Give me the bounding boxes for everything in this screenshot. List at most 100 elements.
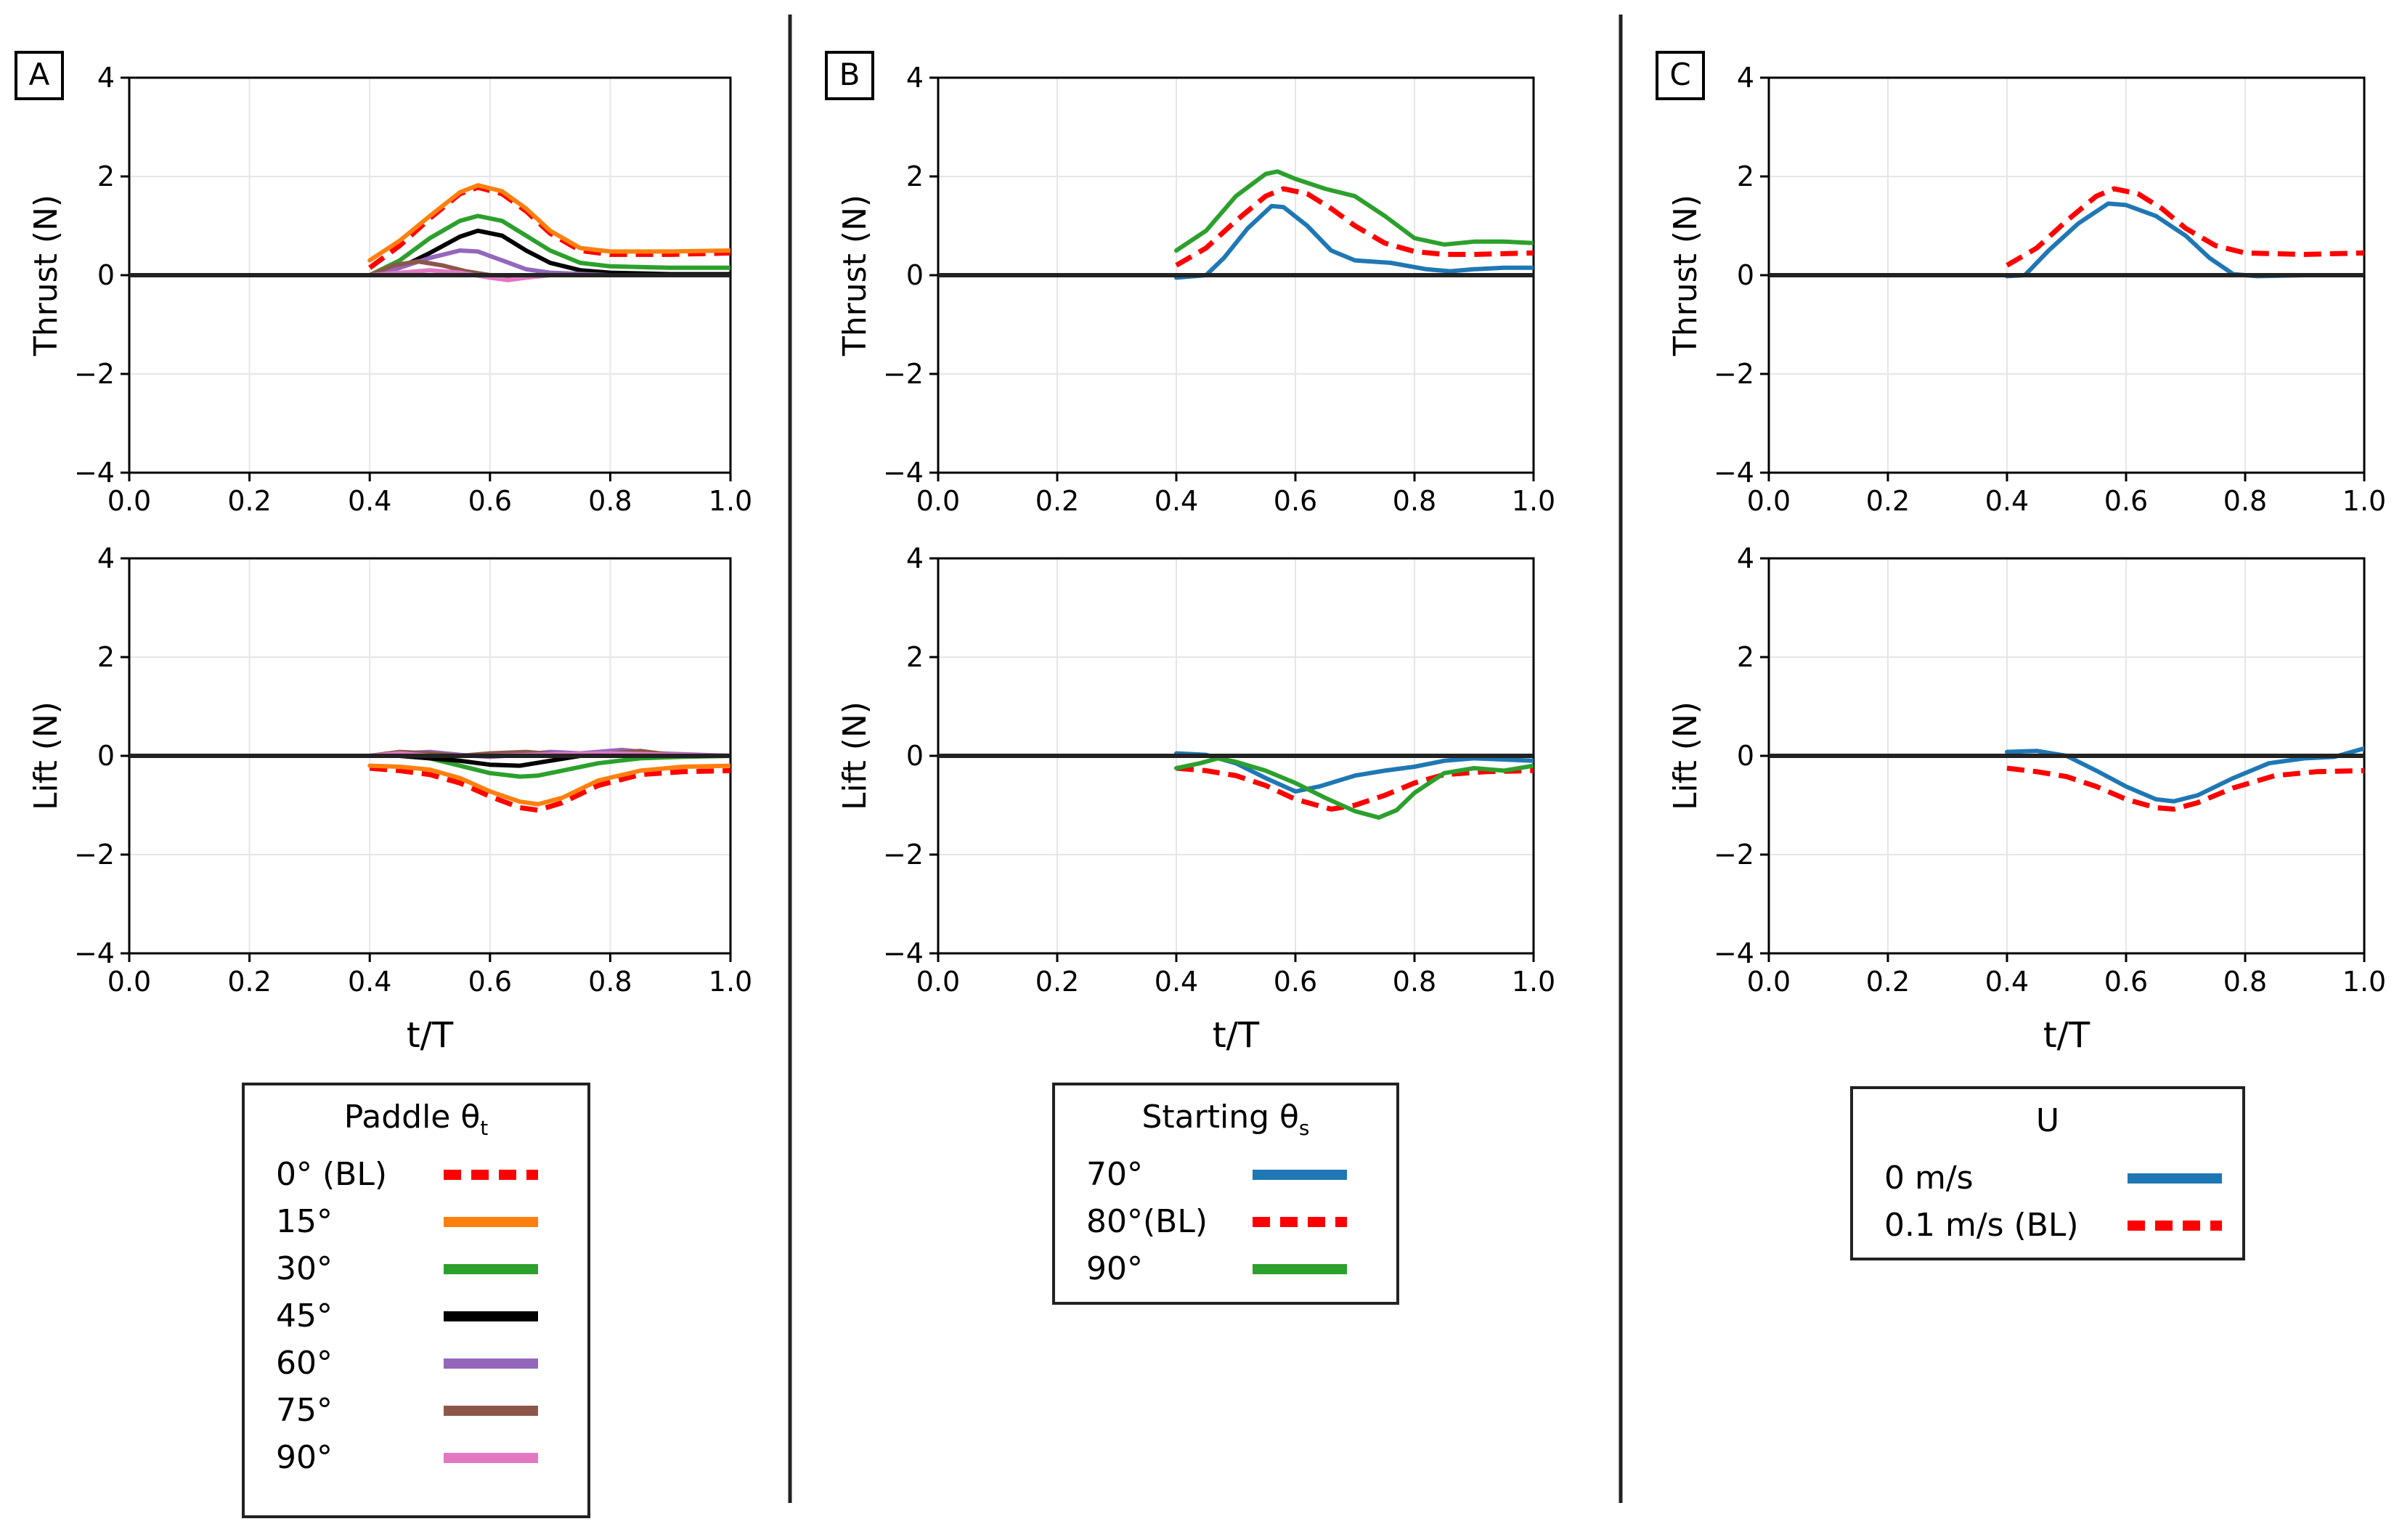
y-tick-label: 2 xyxy=(1737,160,1754,192)
series-line-thrust-0 xyxy=(368,184,730,270)
x-tick-label: 0.2 xyxy=(1035,966,1079,998)
y-tick-label: −2 xyxy=(883,839,924,871)
x-tick-label: 0.8 xyxy=(2223,966,2267,998)
series-line-thrust-0 xyxy=(2005,201,2364,279)
panel-letter-box xyxy=(15,51,64,100)
y-tick-label: −4 xyxy=(883,457,924,489)
y-tick-label: 2 xyxy=(97,641,115,673)
x-tick-label: 0.4 xyxy=(1155,966,1198,998)
x-tick-label: 1.0 xyxy=(2342,966,2386,998)
series-group xyxy=(2005,186,2364,279)
subplot-thrust: 0.0 0.2 0.4 0.6 0.8 1.0 −4 −2 0 2 4 Thrust (N) xyxy=(836,62,1555,517)
x-tick-label: 0.4 xyxy=(1985,966,2029,998)
y-tick-label: −4 xyxy=(74,937,115,969)
x-axis-label: t/T xyxy=(407,1015,454,1056)
x-tick-label: 0.4 xyxy=(348,966,391,998)
legend-label: 90° xyxy=(276,1439,333,1476)
y-tick-label: −2 xyxy=(74,839,115,871)
subplot-lift: 0.0 0.2 0.4 0.6 0.8 1.0 −4 −2 0 2 4 Lift (N) xyxy=(1667,542,2386,998)
x-tick-label: 0.2 xyxy=(1866,966,1910,998)
y-axis-label: Lift (N) xyxy=(836,701,874,810)
panel-letter: C xyxy=(1669,57,1690,92)
legend-title-sub: t xyxy=(480,1116,488,1140)
y-axis-label: Lift (N) xyxy=(1667,701,1704,810)
x-tick-label: 0.0 xyxy=(916,485,960,517)
subplot-thrust: 0.0 0.2 0.4 0.6 0.8 1.0 −4 −2 0 2 4 Thrust (N) xyxy=(28,62,752,517)
x-tick-label: 0.8 xyxy=(588,966,632,998)
series-line-thrust-3 xyxy=(367,228,730,277)
x-tick-label: 0.8 xyxy=(1393,966,1436,998)
series-group xyxy=(367,183,730,282)
y-tick-label: −2 xyxy=(74,358,115,390)
legend-label: 0 m/s xyxy=(1884,1160,1974,1197)
subplot-lift: 0.0 0.2 0.4 0.6 0.8 1.0 −4 −2 0 2 4 Lift (N) xyxy=(28,542,752,998)
y-tick-label: 4 xyxy=(906,542,924,574)
legend-label: 75° xyxy=(276,1392,333,1429)
x-tick-label: 0.4 xyxy=(1155,485,1198,517)
x-tick-label: 0.0 xyxy=(1747,485,1791,517)
y-tick-label: 0 xyxy=(1737,740,1754,772)
x-tick-label: 1.0 xyxy=(709,966,752,998)
x-tick-label: 0.6 xyxy=(1274,485,1317,517)
legend: Starting θs 70° 80°(BL) 90° xyxy=(1052,1083,1399,1305)
legend: Paddle θt 0° (BL) 15° 30° 45° 60° 75° 90° xyxy=(242,1083,590,1518)
y-axis-label: Lift (N) xyxy=(28,701,65,810)
series-line-thrust-0 xyxy=(1174,203,1534,280)
y-tick-label: 4 xyxy=(1737,542,1754,574)
subplot-lift: 0.0 0.2 0.4 0.6 0.8 1.0 −4 −2 0 2 4 Lift (N) xyxy=(836,542,1555,998)
legend-label: 0.1 m/s (BL) xyxy=(1884,1207,2079,1244)
x-tick-label: 0.0 xyxy=(916,966,960,998)
subplot-thrust: 0.0 0.2 0.4 0.6 0.8 1.0 −4 −2 0 2 4 Thrust (N) xyxy=(1667,62,2386,517)
series-line-thrust-1 xyxy=(367,183,730,263)
legend-label: 80°(BL) xyxy=(1086,1203,1208,1240)
x-tick-label: 0.2 xyxy=(1866,485,1910,517)
x-tick-label: 0.8 xyxy=(2223,485,2267,517)
y-tick-label: 4 xyxy=(906,62,924,94)
x-tick-label: 0.2 xyxy=(1035,485,1079,517)
y-tick-label: −2 xyxy=(883,358,924,390)
y-tick-label: −2 xyxy=(1714,358,1754,390)
x-axis-label: t/T xyxy=(2043,1015,2090,1056)
x-tick-label: 0.6 xyxy=(468,485,512,517)
legend-label: 15° xyxy=(276,1203,333,1240)
y-tick-label: −2 xyxy=(1714,839,1754,871)
legend-label: 90° xyxy=(1086,1250,1143,1287)
legend-label: 0° (BL) xyxy=(276,1156,387,1193)
x-tick-label: 0.8 xyxy=(1393,485,1436,517)
y-tick-label: −4 xyxy=(74,457,115,489)
legend-title-main: Paddle θ xyxy=(344,1099,481,1136)
panel-letter: B xyxy=(839,57,860,92)
y-tick-label: 4 xyxy=(1737,62,1754,94)
y-tick-label: 2 xyxy=(906,641,924,673)
legend-title: U xyxy=(2036,1102,2059,1139)
series-line-lift-1 xyxy=(367,763,730,807)
legend: U 0 m/s 0.1 m/s (BL) xyxy=(1850,1086,2245,1260)
x-tick-label: 0.6 xyxy=(2104,485,2148,517)
legend-title-main: U xyxy=(2036,1102,2059,1139)
x-axis-label: t/T xyxy=(1213,1015,1260,1056)
x-tick-label: 0.0 xyxy=(1747,966,1791,998)
x-tick-label: 0.8 xyxy=(588,485,632,517)
legend-label: 70° xyxy=(1086,1156,1143,1193)
y-tick-label: −4 xyxy=(1714,457,1754,489)
panel-letter: A xyxy=(29,57,50,92)
y-tick-label: 2 xyxy=(1737,641,1754,673)
series-line-thrust-1 xyxy=(1175,186,1534,268)
y-tick-label: 0 xyxy=(97,740,115,772)
y-tick-label: 4 xyxy=(97,62,115,94)
legend-label: 60° xyxy=(276,1345,333,1382)
x-tick-label: 1.0 xyxy=(2342,485,2386,517)
legend-title: Starting θs xyxy=(1141,1099,1309,1140)
series-group xyxy=(1174,169,1534,280)
legend-label: 45° xyxy=(276,1297,333,1335)
legend-title-main: Starting θ xyxy=(1141,1099,1298,1136)
series-line-lift-0 xyxy=(369,765,730,813)
legend-frame xyxy=(242,1083,590,1518)
x-tick-label: 1.0 xyxy=(709,485,752,517)
legend-title: Paddle θt xyxy=(344,1099,489,1140)
x-tick-label: 1.0 xyxy=(1512,485,1555,517)
y-tick-label: 4 xyxy=(97,542,115,574)
